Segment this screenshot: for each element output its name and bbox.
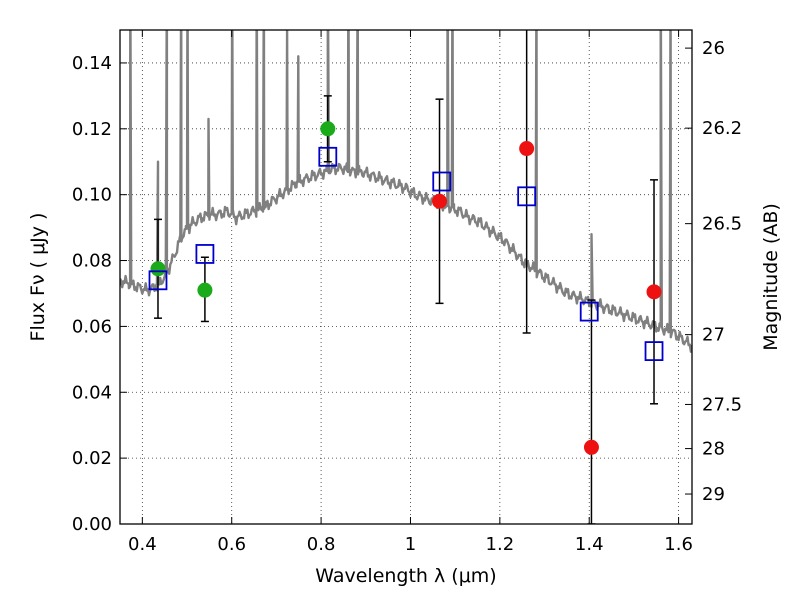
model-square-marker bbox=[318, 146, 338, 167]
y-tick-label: 0.00 bbox=[72, 514, 112, 535]
right-tick-label: 26 bbox=[702, 38, 725, 59]
y-tick-label: 0.08 bbox=[72, 251, 112, 272]
y-tick-label: 0.10 bbox=[72, 185, 112, 206]
plot-frame bbox=[119, 29, 693, 525]
y-tick-label: 0.14 bbox=[72, 53, 112, 74]
x-tick-label: 0.8 bbox=[307, 534, 336, 555]
model-square-marker bbox=[148, 270, 168, 291]
right-tick-label: 26.2 bbox=[702, 118, 742, 139]
right-tick-label: 27.5 bbox=[702, 394, 742, 415]
y-axis-ticks: 0.00 0.02 0.04 0.06 0.08 0.10 0.12 0.14 bbox=[72, 53, 127, 535]
x-tick-label: 0.6 bbox=[217, 534, 246, 555]
flux-point-marker bbox=[519, 141, 535, 157]
model-square-marker bbox=[517, 186, 537, 207]
model-square-marker bbox=[195, 244, 215, 264]
right-axis-ticks: 26 26.2 26.5 27 27.5 28 29 bbox=[685, 38, 742, 505]
x-tick-label: 1.6 bbox=[664, 534, 693, 555]
x-tick-label: 1.2 bbox=[486, 534, 515, 555]
y-tick-label: 0.06 bbox=[72, 316, 112, 337]
x-tick-label: 1 bbox=[405, 534, 416, 555]
template-spectrum-line bbox=[120, 30, 692, 353]
model-square-marker bbox=[579, 301, 599, 322]
template-spectrum bbox=[120, 30, 692, 353]
y-tick-label: 0.12 bbox=[72, 119, 112, 140]
y-tick-label: 0.04 bbox=[72, 382, 112, 403]
grid bbox=[120, 30, 692, 525]
right-tick-label: 28 bbox=[702, 439, 725, 460]
flux-point-marker bbox=[432, 193, 448, 209]
right-tick-label: 29 bbox=[702, 484, 725, 505]
error-bars bbox=[153, 30, 659, 524]
right-tick-label: 27 bbox=[702, 325, 725, 346]
flux-point-marker bbox=[646, 284, 662, 300]
flux-point-marker bbox=[583, 439, 599, 455]
x-axis-ticks: 0.4 0.6 0.8 1 1.2 1.4 1.6 bbox=[128, 30, 693, 555]
data-markers bbox=[148, 121, 664, 455]
right-axis-label: Magnitude (AB) bbox=[760, 203, 782, 351]
x-tick-label: 0.4 bbox=[128, 534, 157, 555]
x-axis-label: Wavelength λ (μm) bbox=[315, 565, 496, 587]
y-axis-label: Flux Fν ( μJy ) bbox=[27, 213, 49, 342]
model-square-marker bbox=[644, 341, 664, 362]
flux-point-marker bbox=[150, 261, 166, 277]
flux-point-marker bbox=[320, 121, 336, 137]
flux-point-marker bbox=[197, 282, 213, 298]
y-tick-label: 0.02 bbox=[72, 448, 112, 469]
right-tick-label: 26.5 bbox=[702, 214, 742, 235]
model-square-marker bbox=[432, 171, 452, 192]
x-tick-label: 1.4 bbox=[575, 534, 604, 555]
